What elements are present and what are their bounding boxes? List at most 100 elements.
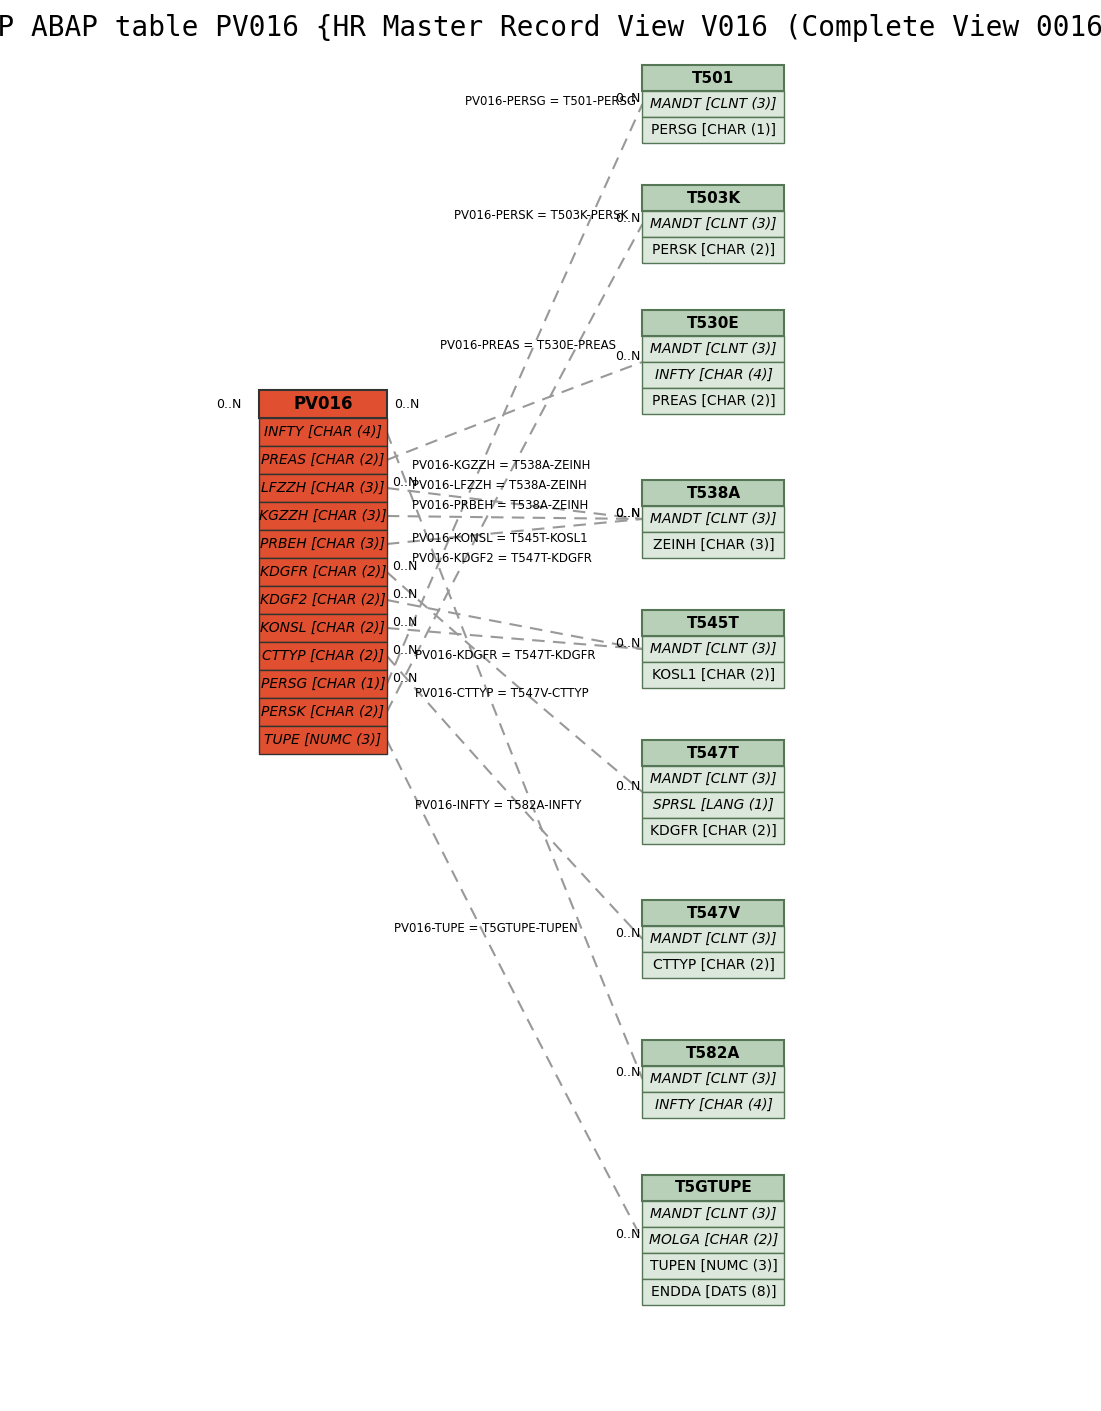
Text: MANDT [CLNT (3)]: MANDT [CLNT (3)] xyxy=(651,341,776,356)
Text: MANDT [CLNT (3)]: MANDT [CLNT (3)] xyxy=(651,217,776,231)
Text: T538A: T538A xyxy=(686,485,741,501)
Bar xyxy=(643,388,785,413)
Bar xyxy=(643,1228,785,1253)
Text: MANDT [CLNT (3)]: MANDT [CLNT (3)] xyxy=(651,1072,776,1086)
Bar xyxy=(643,237,785,262)
Text: INFTY [CHAR (4)]: INFTY [CHAR (4)] xyxy=(264,425,382,439)
Text: PREAS [CHAR (2)]: PREAS [CHAR (2)] xyxy=(261,453,384,467)
Bar xyxy=(259,418,386,446)
Bar xyxy=(643,636,785,662)
Text: PV016-KDGF2 = T547T-KDGFR: PV016-KDGF2 = T547T-KDGFR xyxy=(412,552,591,564)
Bar xyxy=(643,310,785,336)
Text: KONSL [CHAR (2)]: KONSL [CHAR (2)] xyxy=(261,621,385,635)
Bar xyxy=(643,818,785,844)
Text: 0..N: 0..N xyxy=(615,1067,641,1079)
Text: 0..N: 0..N xyxy=(615,92,641,104)
Bar xyxy=(259,586,386,614)
Bar xyxy=(643,662,785,689)
Text: CTTYP [CHAR (2)]: CTTYP [CHAR (2)] xyxy=(653,958,774,972)
Bar xyxy=(643,532,785,557)
Text: KDGF2 [CHAR (2)]: KDGF2 [CHAR (2)] xyxy=(260,593,385,607)
Bar xyxy=(259,502,386,531)
Text: PV016-KGZZH = T538A-ZEINH: PV016-KGZZH = T538A-ZEINH xyxy=(412,459,590,473)
Bar xyxy=(643,766,785,792)
Text: ENDDA [DATS (8)]: ENDDA [DATS (8)] xyxy=(651,1285,776,1300)
Text: T547V: T547V xyxy=(686,906,741,920)
Text: 0..N: 0..N xyxy=(393,476,418,488)
Bar xyxy=(643,1201,785,1228)
Text: PERSK [CHAR (2)]: PERSK [CHAR (2)] xyxy=(261,706,384,720)
Bar xyxy=(643,900,785,926)
Text: T545T: T545T xyxy=(687,615,740,631)
Bar xyxy=(643,1065,785,1092)
Text: 0..N: 0..N xyxy=(393,643,418,656)
Text: T547T: T547T xyxy=(687,745,740,761)
Text: MANDT [CLNT (3)]: MANDT [CLNT (3)] xyxy=(651,512,776,526)
Text: PV016-CTTYP = T547V-CTTYP: PV016-CTTYP = T547V-CTTYP xyxy=(415,687,589,700)
Text: 0..N: 0..N xyxy=(393,615,418,628)
Text: 0..N: 0..N xyxy=(393,587,418,601)
Text: INFTY [CHAR (4)]: INFTY [CHAR (4)] xyxy=(654,368,773,382)
Text: PV016-KONSL = T545T-KOSL1: PV016-KONSL = T545T-KOSL1 xyxy=(412,532,587,545)
Text: PRBEH [CHAR (3)]: PRBEH [CHAR (3)] xyxy=(261,538,385,552)
Text: MANDT [CLNT (3)]: MANDT [CLNT (3)] xyxy=(651,642,776,656)
Bar xyxy=(259,531,386,557)
Text: 0..N: 0..N xyxy=(615,350,641,363)
Text: PREAS [CHAR (2)]: PREAS [CHAR (2)] xyxy=(652,394,775,408)
Text: MANDT [CLNT (3)]: MANDT [CLNT (3)] xyxy=(651,772,776,786)
Bar xyxy=(259,642,386,670)
Text: PV016-LFZZH = T538A-ZEINH: PV016-LFZZH = T538A-ZEINH xyxy=(412,478,587,492)
Bar xyxy=(643,792,785,818)
Bar xyxy=(643,1253,785,1278)
Text: PERSG [CHAR (1)]: PERSG [CHAR (1)] xyxy=(651,123,776,137)
Bar xyxy=(259,670,386,698)
Text: INFTY [CHAR (4)]: INFTY [CHAR (4)] xyxy=(654,1098,773,1112)
Text: 0..N: 0..N xyxy=(615,636,641,649)
Text: T503K: T503K xyxy=(686,190,741,206)
Text: PV016-TUPE = T5GTUPE-TUPEN: PV016-TUPE = T5GTUPE-TUPEN xyxy=(394,921,578,935)
Text: KDGFR [CHAR (2)]: KDGFR [CHAR (2)] xyxy=(260,564,386,579)
Text: T530E: T530E xyxy=(687,316,740,330)
Text: PERSG [CHAR (1)]: PERSG [CHAR (1)] xyxy=(261,677,385,691)
Text: PV016: PV016 xyxy=(293,395,352,413)
Text: KGZZH [CHAR (3)]: KGZZH [CHAR (3)] xyxy=(259,509,386,523)
Text: PV016-INFTY = T582A-INFTY: PV016-INFTY = T582A-INFTY xyxy=(415,799,581,811)
Text: 0..N: 0..N xyxy=(615,927,641,940)
Bar xyxy=(643,117,785,143)
Text: ZEINH [CHAR (3)]: ZEINH [CHAR (3)] xyxy=(653,538,774,552)
Text: LFZZH [CHAR (3)]: LFZZH [CHAR (3)] xyxy=(261,481,384,495)
Text: 0..N: 0..N xyxy=(615,779,641,793)
Text: 0..N: 0..N xyxy=(394,398,419,411)
Bar xyxy=(643,363,785,388)
Bar xyxy=(643,610,785,636)
Bar xyxy=(643,1040,785,1065)
Bar xyxy=(643,739,785,766)
Bar xyxy=(643,952,785,978)
Text: T5GTUPE: T5GTUPE xyxy=(675,1181,752,1195)
Bar xyxy=(259,474,386,502)
Text: MANDT [CLNT (3)]: MANDT [CLNT (3)] xyxy=(651,97,776,111)
Bar xyxy=(259,614,386,642)
Bar xyxy=(259,389,386,418)
Text: 0..N: 0..N xyxy=(615,212,641,224)
Bar xyxy=(643,480,785,507)
Text: KOSL1 [CHAR (2)]: KOSL1 [CHAR (2)] xyxy=(652,667,775,682)
Text: 0..N: 0..N xyxy=(615,507,641,519)
Text: KDGFR [CHAR (2)]: KDGFR [CHAR (2)] xyxy=(650,824,777,838)
Bar xyxy=(643,507,785,532)
Text: PV016-KDGFR = T547T-KDGFR: PV016-KDGFR = T547T-KDGFR xyxy=(415,649,596,662)
Text: TUPEN [NUMC (3)]: TUPEN [NUMC (3)] xyxy=(650,1259,777,1273)
Bar xyxy=(643,926,785,952)
Text: PV016-PREAS = T530E-PREAS: PV016-PREAS = T530E-PREAS xyxy=(440,339,617,351)
Bar xyxy=(259,446,386,474)
Bar xyxy=(643,185,785,212)
Bar xyxy=(643,65,785,90)
Bar xyxy=(259,727,386,753)
Text: 0..N: 0..N xyxy=(393,672,418,684)
Text: MOLGA [CHAR (2)]: MOLGA [CHAR (2)] xyxy=(648,1233,778,1247)
Bar xyxy=(259,557,386,586)
Text: SPRSL [LANG (1)]: SPRSL [LANG (1)] xyxy=(653,799,774,811)
Text: T582A: T582A xyxy=(686,1046,741,1061)
Text: TUPE [NUMC (3)]: TUPE [NUMC (3)] xyxy=(264,732,381,746)
Text: MANDT [CLNT (3)]: MANDT [CLNT (3)] xyxy=(651,933,776,945)
